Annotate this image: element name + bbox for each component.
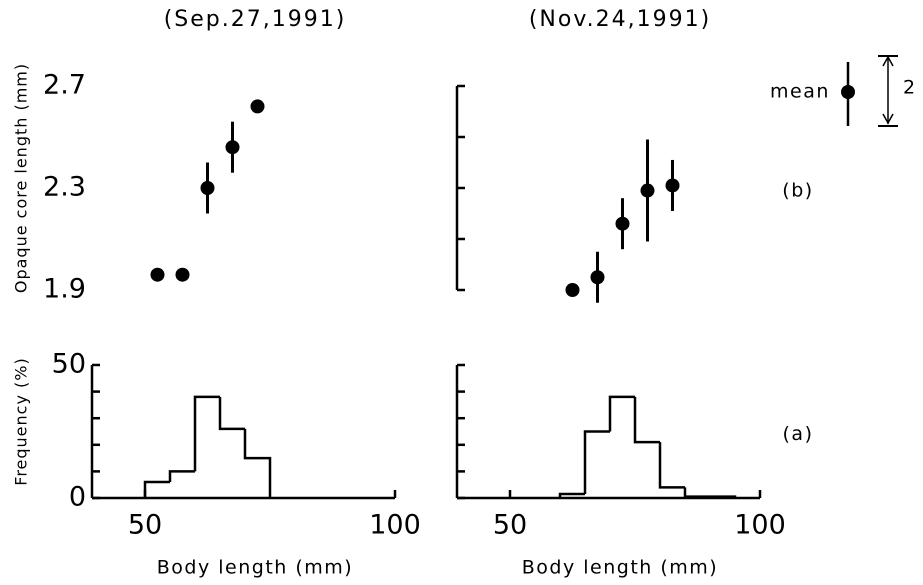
histogram-bin: [558, 492, 585, 498]
y-axis-label: Frequency (%): [12, 357, 31, 485]
x-tick-label: 100: [369, 510, 421, 541]
y-tick-label: 2.7: [43, 70, 86, 101]
histogram-bin: [608, 395, 635, 432]
mean-dot: [640, 183, 655, 198]
histogram-bin: [633, 396, 660, 444]
mean-dot: [590, 270, 605, 285]
y-axis-label: Opaque core length (mm): [12, 63, 31, 293]
histogram-bin: [143, 480, 170, 498]
legend-sigma: 2 σ: [903, 77, 923, 99]
mean-dot: [175, 267, 190, 282]
y-tick-label: 50: [52, 349, 86, 380]
panel-label: (a): [783, 423, 814, 445]
mean-dot: [615, 216, 630, 231]
x-tick-label: 100: [734, 510, 786, 541]
mean-dot: [225, 140, 240, 155]
x-axis-label: Body length (mm): [157, 557, 353, 579]
y-tick-label: 0: [69, 482, 86, 513]
histogram-bin: [218, 396, 245, 431]
mean-dot: [200, 181, 215, 195]
panel-title: (Nov.24,1991): [529, 7, 711, 32]
mean-dot: [150, 267, 165, 282]
legend-arrowheads: [882, 55, 894, 125]
mean-dot: [665, 178, 680, 193]
mean-dot: [250, 99, 265, 114]
panel-title: (Sep.27,1991): [164, 7, 347, 32]
histogram-bin: [583, 430, 610, 495]
mean-dot: [565, 283, 580, 297]
histogram-bin: [683, 487, 710, 498]
x-tick-label: 50: [128, 510, 162, 541]
panel-label: (b): [782, 180, 813, 202]
histogram-bin: [168, 470, 195, 483]
y-tick-label: 2.3: [43, 172, 86, 203]
x-tick-label: 50: [493, 510, 527, 541]
histogram-bin: [243, 428, 272, 498]
histogram-bin: [710, 495, 737, 498]
y-tick-label: 1.9: [43, 274, 86, 305]
legend-mean: mean: [770, 81, 830, 103]
x-axis-label: Body length (mm): [522, 557, 718, 579]
histogram-bin: [658, 442, 685, 489]
histogram-bin: [193, 395, 220, 472]
